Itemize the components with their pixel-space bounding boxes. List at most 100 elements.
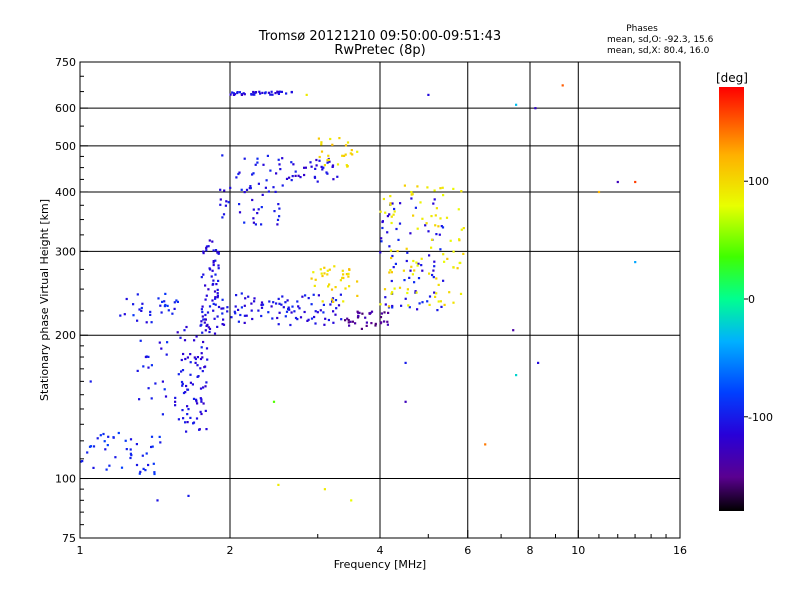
data-point xyxy=(323,266,326,269)
data-point xyxy=(200,398,203,401)
data-point xyxy=(459,292,463,295)
data-point xyxy=(180,358,183,362)
data-point xyxy=(235,294,238,297)
data-point xyxy=(189,373,192,376)
data-point xyxy=(417,262,420,265)
data-point xyxy=(274,190,277,193)
data-point xyxy=(278,90,281,94)
data-point xyxy=(200,323,203,326)
data-point xyxy=(159,441,162,444)
data-point xyxy=(380,321,383,324)
data-point xyxy=(201,315,204,318)
data-point xyxy=(197,375,200,378)
data-point xyxy=(92,466,95,469)
data-point xyxy=(202,250,205,253)
data-point xyxy=(140,306,143,310)
data-point xyxy=(390,221,393,225)
data-point xyxy=(457,208,460,211)
data-point xyxy=(272,301,275,304)
data-point xyxy=(330,288,334,291)
data-point xyxy=(320,272,323,275)
data-point xyxy=(442,279,445,282)
data-point xyxy=(275,172,278,175)
data-point xyxy=(393,207,396,211)
data-point xyxy=(258,90,261,93)
data-point xyxy=(297,174,300,177)
data-point xyxy=(182,417,185,420)
data-point xyxy=(341,154,344,157)
data-point xyxy=(164,292,167,295)
data-point xyxy=(250,309,253,312)
data-point xyxy=(227,201,230,204)
data-point xyxy=(129,438,133,441)
data-point xyxy=(253,300,256,303)
data-point xyxy=(238,203,241,206)
data-point xyxy=(243,314,246,317)
data-point xyxy=(441,186,444,189)
data-point xyxy=(312,293,315,296)
data-point xyxy=(433,265,436,268)
x-axis: 1 2 4 6 8 10 16 xyxy=(77,530,687,557)
data-point xyxy=(434,295,437,298)
data-point xyxy=(195,400,198,403)
data-point xyxy=(389,195,392,198)
data-point xyxy=(350,149,353,152)
data-point xyxy=(182,352,185,356)
data-point xyxy=(435,207,438,210)
data-point xyxy=(89,380,92,383)
data-point xyxy=(266,154,269,157)
data-point xyxy=(379,251,382,254)
data-point xyxy=(432,276,435,279)
colorbar-ticks: 100 0 -100 xyxy=(744,175,773,424)
data-point xyxy=(462,227,465,230)
data-point xyxy=(322,311,325,314)
data-point xyxy=(286,299,289,302)
x-tick-label: 10 xyxy=(571,544,585,557)
data-point xyxy=(291,305,294,308)
data-point xyxy=(452,250,455,253)
data-point xyxy=(181,409,184,412)
data-point xyxy=(405,259,408,263)
data-point xyxy=(303,173,306,177)
data-point xyxy=(316,311,319,314)
data-point xyxy=(285,92,288,95)
data-point xyxy=(240,292,243,295)
data-point xyxy=(330,298,334,301)
data-point xyxy=(195,335,198,338)
data-point xyxy=(205,246,208,249)
data-point xyxy=(434,214,437,217)
data-point xyxy=(181,382,184,385)
data-point xyxy=(139,339,142,342)
data-point xyxy=(159,304,162,307)
data-point xyxy=(307,297,310,300)
data-point xyxy=(294,174,297,177)
data-point xyxy=(390,271,393,274)
stats-line-o: mean, sd,O: -92.3, 15.6 xyxy=(607,35,714,45)
data-point xyxy=(161,380,164,383)
data-point xyxy=(149,313,152,316)
data-point xyxy=(325,171,328,174)
data-point xyxy=(250,302,253,305)
data-point xyxy=(389,249,393,252)
data-point xyxy=(256,212,259,215)
data-point xyxy=(267,311,270,314)
data-point xyxy=(314,278,317,281)
data-point xyxy=(253,93,256,96)
data-point xyxy=(196,364,199,367)
data-point xyxy=(452,266,455,269)
data-point xyxy=(389,203,392,206)
data-point xyxy=(201,331,204,334)
data-point xyxy=(221,154,224,157)
data-point xyxy=(279,168,282,171)
data-point xyxy=(634,180,637,184)
data-point xyxy=(140,309,143,312)
data-point xyxy=(204,313,207,317)
data-point xyxy=(287,308,290,311)
data-point xyxy=(158,341,161,344)
data-point xyxy=(391,291,394,294)
data-point xyxy=(186,388,190,391)
data-point xyxy=(365,324,368,327)
data-point xyxy=(176,300,179,303)
data-point xyxy=(278,207,281,210)
data-point xyxy=(153,472,156,476)
